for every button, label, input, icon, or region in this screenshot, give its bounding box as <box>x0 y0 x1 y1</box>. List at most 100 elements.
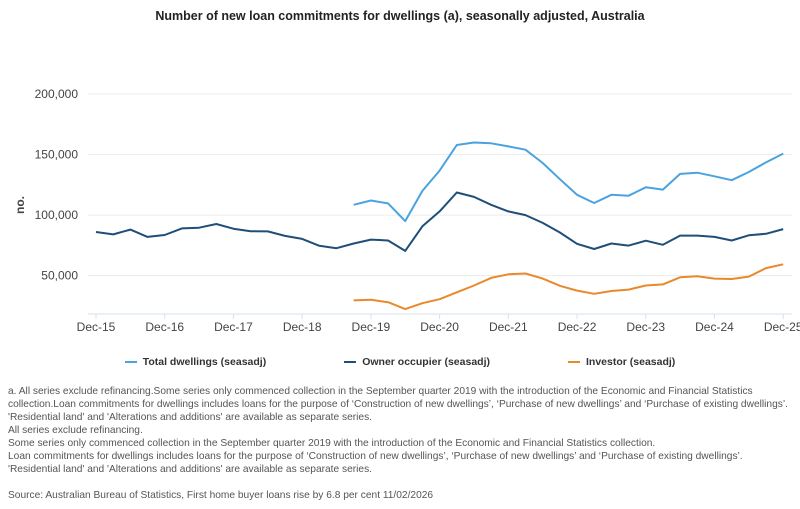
data-point <box>557 177 562 182</box>
data-point <box>437 297 442 302</box>
data-point <box>557 283 562 288</box>
data-point <box>678 275 683 280</box>
data-point <box>162 233 167 238</box>
data-point <box>454 290 459 295</box>
x-tick-label: Dec-18 <box>283 320 322 334</box>
data-point <box>746 233 751 238</box>
x-tick-label: Dec-19 <box>352 320 391 334</box>
data-point <box>643 283 648 288</box>
data-point <box>300 236 305 241</box>
legend-item-owner[interactable]: Owner occupier (seasadj) <box>344 356 490 368</box>
data-point <box>386 300 391 305</box>
data-point <box>592 246 597 251</box>
data-point <box>386 238 391 243</box>
data-point <box>695 274 700 279</box>
data-point <box>609 288 614 293</box>
data-point <box>575 241 580 246</box>
data-point <box>471 283 476 288</box>
x-tick-label: Dec-24 <box>695 320 734 334</box>
data-point <box>420 224 425 229</box>
data-point <box>471 194 476 199</box>
data-point <box>660 242 665 247</box>
data-point <box>575 288 580 293</box>
legend-label: Owner occupier (seasadj) <box>362 356 490 368</box>
data-point <box>403 248 408 253</box>
data-point <box>248 229 253 234</box>
x-tick-label: Dec-16 <box>145 320 184 334</box>
legend-label: Investor (seasadj) <box>586 356 676 368</box>
line-chart: 50,000 100,000 150,000 200,000 no. Dec-15 Dec-… <box>13 87 800 334</box>
data-point <box>368 198 373 203</box>
data-point <box>214 222 219 227</box>
data-point <box>781 227 786 232</box>
data-point <box>746 274 751 279</box>
data-point <box>678 171 683 176</box>
data-point <box>145 234 150 239</box>
legend-item-total[interactable]: Total dwellings (seasadj) <box>124 356 267 368</box>
data-point <box>420 188 425 193</box>
data-point <box>368 237 373 242</box>
data-point <box>660 282 665 287</box>
x-tick-label: Dec-22 <box>558 320 597 334</box>
x-tick-label: Dec-25 <box>764 320 800 334</box>
data-point <box>403 219 408 224</box>
data-point <box>94 230 99 235</box>
x-tick-label: Dec-21 <box>489 320 528 334</box>
data-point <box>695 233 700 238</box>
x-tick-label: Dec-15 <box>77 320 116 334</box>
data-point <box>540 161 545 166</box>
x-tick-label: Dec-20 <box>420 320 459 334</box>
data-point <box>712 234 717 239</box>
data-point <box>729 238 734 243</box>
data-point <box>712 276 717 281</box>
data-point <box>626 243 631 248</box>
data-point <box>368 297 373 302</box>
data-point <box>454 190 459 195</box>
data-point <box>265 229 270 234</box>
data-point <box>334 246 339 251</box>
data-point <box>197 225 202 230</box>
footnote-line: Some series only commenced collection in… <box>8 438 656 449</box>
series-line-investor <box>353 263 784 311</box>
data-point <box>506 209 511 214</box>
legend-swatch <box>124 361 137 363</box>
data-point <box>489 202 494 207</box>
data-point <box>695 170 700 175</box>
legend-swatch <box>568 361 580 363</box>
data-point <box>231 226 236 231</box>
data-point <box>351 241 356 246</box>
data-point <box>626 193 631 198</box>
footnote-line: All series exclude refinancing. <box>8 425 143 436</box>
x-tick-label: Dec-17 <box>214 320 253 334</box>
data-point <box>489 275 494 280</box>
data-point <box>403 307 408 312</box>
legend-swatch <box>344 361 357 363</box>
footnote-line: a. All series exclude refinancing.Some s… <box>8 386 753 397</box>
data-point <box>179 226 184 231</box>
data-point <box>506 144 511 149</box>
legend-item-investor[interactable]: Investor (seasadj) <box>568 356 675 368</box>
footnote-line: collection.Loan commitments for dwelling… <box>8 399 788 410</box>
data-point <box>626 287 631 292</box>
data-point <box>351 202 356 207</box>
data-point <box>575 192 580 197</box>
data-point <box>420 301 425 306</box>
footnote-line: 'Residential land' and 'Alterations and … <box>8 412 372 423</box>
data-point <box>351 298 356 303</box>
data-point <box>609 192 614 197</box>
data-point <box>471 140 476 145</box>
data-point <box>489 141 494 146</box>
data-point <box>781 262 786 267</box>
y-tick-label: 50,000 <box>41 269 78 283</box>
data-point <box>437 209 442 214</box>
data-point <box>317 243 322 248</box>
legend-label: Total dwellings (seasadj) <box>142 356 267 368</box>
data-point <box>643 238 648 243</box>
data-point <box>557 230 562 235</box>
data-point <box>712 174 717 179</box>
footnote-line: 'Residential land' and 'Alterations and … <box>8 464 372 475</box>
data-point <box>729 178 734 183</box>
y-tick-label: 200,000 <box>35 87 79 101</box>
data-point <box>454 142 459 147</box>
